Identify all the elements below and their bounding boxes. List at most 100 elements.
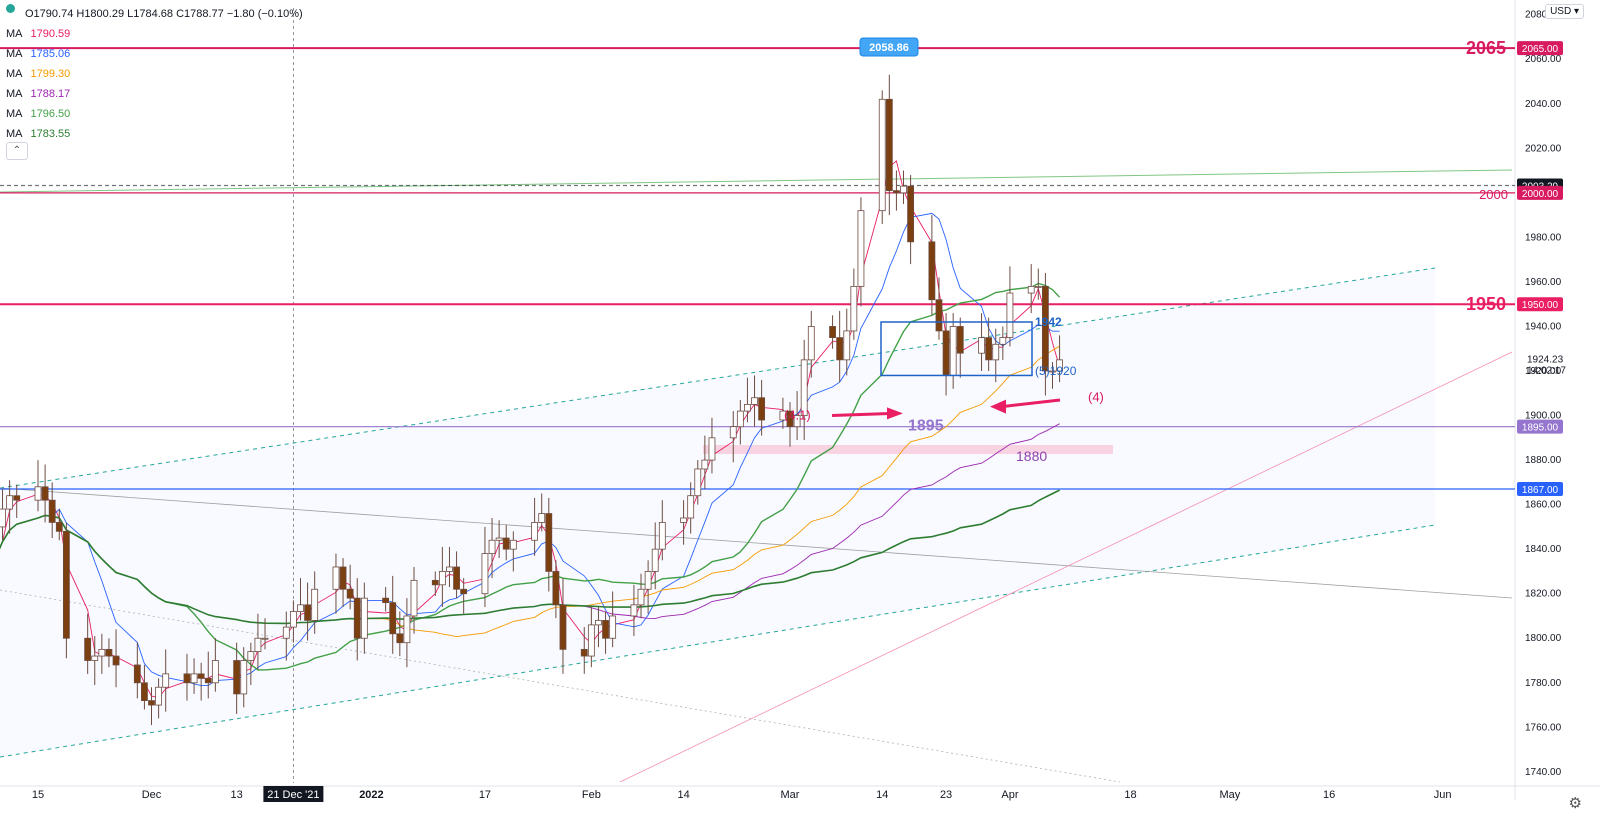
- y-tick-label: 1920.00: [1525, 366, 1562, 377]
- candle-body: [928, 241, 936, 301]
- candle-body: [133, 664, 141, 684]
- ma-value: 1799.30: [30, 68, 71, 80]
- candle-body: [559, 604, 567, 650]
- x-tick-label: 17: [479, 789, 491, 801]
- x-tick-label: 14: [677, 789, 689, 801]
- candle-body: [680, 517, 687, 523]
- wave-4-arrow: [1001, 398, 1061, 409]
- candle-body: [630, 604, 638, 617]
- x-tick-label: 21 Dec '21: [267, 789, 319, 801]
- ma-value: 1796.50: [30, 108, 71, 120]
- ma-label: MA: [6, 68, 23, 80]
- candle-body: [978, 337, 985, 354]
- price-level-tag-bg: [1517, 419, 1563, 434]
- candle-body: [595, 620, 602, 626]
- price-level-tag: 1867.00: [1522, 485, 1559, 496]
- y-tick-label: 2080.00: [1525, 10, 1562, 21]
- candle-body: [311, 588, 319, 621]
- candle-body: [204, 677, 212, 684]
- candle-body: [282, 626, 290, 639]
- ma-label: MA: [6, 128, 23, 140]
- x-tick-label: Dec: [142, 789, 162, 801]
- candle-body: [545, 513, 553, 572]
- moving-average-line: [0, 489, 1060, 625]
- candle-body: [744, 404, 751, 412]
- x-tick-label: Jun: [1434, 789, 1452, 801]
- ma-row: MA 1796.50: [6, 104, 305, 124]
- zone-1880: [703, 445, 1113, 454]
- candle-body: [843, 330, 851, 361]
- candle-body: [410, 579, 418, 617]
- channel-bottom-line: [0, 524, 1436, 758]
- candle-body: [339, 566, 347, 590]
- candle-body: [289, 611, 297, 628]
- y-tick-label: 1960.00: [1525, 277, 1562, 288]
- candle-body: [446, 566, 453, 572]
- candle-body: [360, 597, 368, 639]
- candle-body: [304, 604, 311, 621]
- wave-4-1-arrow: [831, 411, 896, 418]
- candle-body: [992, 343, 1000, 361]
- collapse-legend-button[interactable]: ⌃: [6, 142, 28, 160]
- wave-4-label: (4): [1088, 390, 1104, 405]
- x-tick-label: May: [1219, 789, 1240, 801]
- high-callout-bg: [859, 37, 919, 57]
- ma-value: 1790.59: [30, 28, 71, 40]
- candle-body: [183, 673, 191, 684]
- y-tick-label: 1880.00: [1525, 455, 1562, 466]
- gear-icon[interactable]: ⚙: [1568, 795, 1582, 812]
- candle-body: [155, 686, 163, 706]
- candle-body: [233, 660, 241, 695]
- x-tick-label: 13: [231, 789, 243, 801]
- candle-body: [62, 530, 70, 639]
- candle-body: [91, 655, 99, 661]
- candle-body: [1027, 285, 1035, 294]
- candle-body: [751, 397, 758, 405]
- y-tick-label: 1840.00: [1525, 544, 1562, 555]
- market-status-icon: [6, 4, 15, 13]
- candle-body: [141, 682, 148, 702]
- candle-body: [346, 588, 354, 599]
- candle-body: [893, 190, 900, 194]
- y-tick-label: 1860.00: [1525, 500, 1562, 511]
- candle-body: [0, 508, 6, 528]
- x-tick-label: 16: [1323, 789, 1335, 801]
- candle-body: [34, 486, 42, 501]
- ma-value: 1783.55: [30, 128, 71, 140]
- price-level-tag-bg: [1517, 41, 1563, 56]
- candle-body: [587, 624, 595, 657]
- ascending-pink-line: [619, 351, 1513, 783]
- candle-body: [644, 571, 652, 590]
- candle-body: [907, 185, 915, 243]
- candle-body: [538, 513, 546, 523]
- candle-body: [580, 648, 588, 657]
- candle-body: [949, 326, 957, 376]
- wave-4-arrowhead: [990, 399, 1006, 414]
- y-tick-label: 1760.00: [1525, 722, 1562, 733]
- y-tick-label: 1800.00: [1525, 633, 1562, 644]
- candle-body: [148, 700, 155, 706]
- price-level-tag-bg: [1517, 185, 1563, 200]
- candle-body: [247, 651, 255, 661]
- x-tick-label: 23: [940, 789, 952, 801]
- high-callout-label: 2058.86: [869, 42, 909, 54]
- descending-trendline: [0, 487, 1513, 599]
- candle-body: [509, 539, 517, 550]
- candle-body: [396, 633, 404, 644]
- candle-body: [211, 660, 219, 684]
- candle-body: [1056, 359, 1063, 372]
- price-level-tag: 2065.00: [1522, 44, 1559, 55]
- candle-body: [481, 553, 489, 595]
- candle-body: [836, 337, 844, 361]
- candle-body: [197, 673, 205, 679]
- candle-body: [708, 437, 716, 461]
- currency-button[interactable]: USD ▾: [1545, 4, 1584, 19]
- consolidation-box: [880, 321, 1033, 377]
- candle-body: [857, 210, 865, 287]
- x-tick-label: 14: [876, 789, 888, 801]
- candle-body: [786, 410, 794, 428]
- candle-body: [48, 499, 56, 523]
- candle-body: [13, 495, 21, 501]
- candle-body: [736, 410, 744, 428]
